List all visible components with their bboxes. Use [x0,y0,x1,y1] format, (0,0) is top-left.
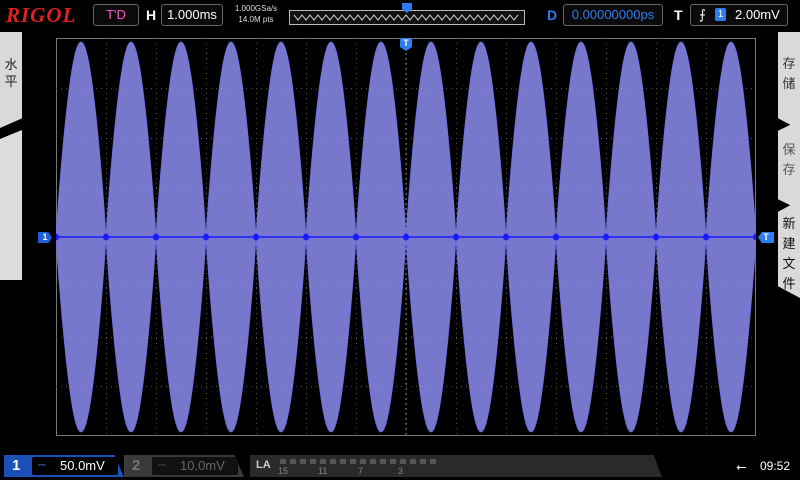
horizontal-menu-tab[interactable]: 水平 [0,32,22,128]
waveform-node [353,233,359,241]
trigger-level-marker[interactable]: T [758,232,774,243]
delay-value[interactable]: 0.00000000ps [563,4,663,26]
save-menu-label: 保存 [782,142,796,177]
waveform-node [253,233,259,241]
la-bit-indicator [410,459,416,464]
brand-logo: RIGOL [6,3,77,27]
channel-2-number: 2 [132,457,141,474]
la-bit-indicator [330,459,336,464]
la-bit-indicator [380,459,386,464]
logic-analyzer-label: LA [256,459,271,471]
channel-2-tab[interactable]: 2 ⎓ 10.0mV [124,455,244,477]
waveform-node [603,233,609,241]
horizontal-menu-label: 水平 [4,57,18,89]
waveform-node [753,233,756,241]
sample-rate: 1.000GSa/s [234,4,278,13]
la-bit-indicator [360,459,366,464]
horizontal-scale-value[interactable]: 1.000ms [161,4,223,26]
memory-trigger-marker [402,3,412,13]
waveform-node [653,233,659,241]
la-bit-indicator [420,459,426,464]
waveform-node [453,233,459,241]
la-bit-label: 7 [358,466,364,476]
la-bit-indicator [400,459,406,464]
la-bit-indicator [430,459,436,464]
memory-position-indicator[interactable] [289,3,525,25]
la-bit-indicator [340,459,346,464]
la-bit-label: 15 [278,466,289,476]
dc-coupling-icon: ⎓ [38,460,46,471]
run-state-badge[interactable]: T'D [93,4,139,26]
waveform-node [553,233,559,241]
new-file-menu-button[interactable]: 新建文件 [778,200,800,298]
waveform-node [153,233,159,241]
left-side-panel [0,130,22,280]
channel-1-tab[interactable]: 1 ⎓ 50.0mV [4,455,124,477]
bottom-status-bar: 1 ⎓ 50.0mV 2 ⎓ 10.0mV LA 15 11 7 3 ⭠ 09:52 [0,452,800,480]
usb-icon: ⭠ [736,459,747,474]
trigger-label: T [674,7,683,23]
rising-edge-icon: ⨍ [699,7,706,22]
waveform-node [56,233,59,241]
la-bit-indicator [320,459,326,464]
acquisition-info: 1.000GSa/s 14.0M pts [228,3,284,25]
logic-analyzer-tab[interactable]: LA 15 11 7 3 [250,455,662,477]
la-bit-indicator [280,459,286,464]
save-menu-button[interactable]: 保存 [778,120,800,210]
trigger-position-marker[interactable]: T [400,38,412,51]
la-bit-indicator [370,459,376,464]
waveform-node [703,233,709,241]
la-bit-indicator [390,459,396,464]
la-bit-label: 11 [318,466,328,476]
trigger-settings[interactable]: ⨍ 1 2.00mV [690,4,788,26]
horizontal-label: H [146,7,157,23]
la-bit-indicator [290,459,296,464]
trigger-source-chip: 1 [715,8,726,21]
top-status-bar: RIGOL T'D H 1.000ms 1.000GSa/s 14.0M pts… [0,0,800,32]
memory-depth: 14.0M pts [238,15,274,24]
waveform-node [303,233,309,241]
waveform-node [203,233,209,241]
dc-coupling-icon: ⎓ [158,460,166,471]
la-bit-indicator [350,459,356,464]
trigger-level-value: 2.00mV [735,7,780,22]
channel-2-settings: ⎓ 10.0mV [152,457,238,475]
storage-menu-label: 存储 [782,56,796,91]
waveform-node [403,233,409,241]
channel-1-settings: ⎓ 50.0mV [32,457,118,475]
la-bit-indicator [300,459,306,464]
memory-waveform-icon [293,14,519,21]
channel-1-number: 1 [12,457,21,474]
clock-time: 09:52 [760,459,791,473]
new-file-menu-label: 新建文件 [782,216,796,291]
waveform-node [503,233,509,241]
logic-analyzer-bits: 15 11 7 3 [276,457,656,476]
ch1-offset-marker[interactable]: 1 [38,232,52,243]
waveform-display[interactable] [56,38,756,436]
delay-label: D [547,7,558,23]
waveform-node [103,233,109,241]
channel-2-scale: 10.0mV [180,458,225,473]
storage-menu-tab[interactable]: 存储 [778,32,800,130]
la-bit-label: 3 [398,466,404,476]
la-bit-indicator [310,459,316,464]
channel-1-scale: 50.0mV [60,458,105,473]
